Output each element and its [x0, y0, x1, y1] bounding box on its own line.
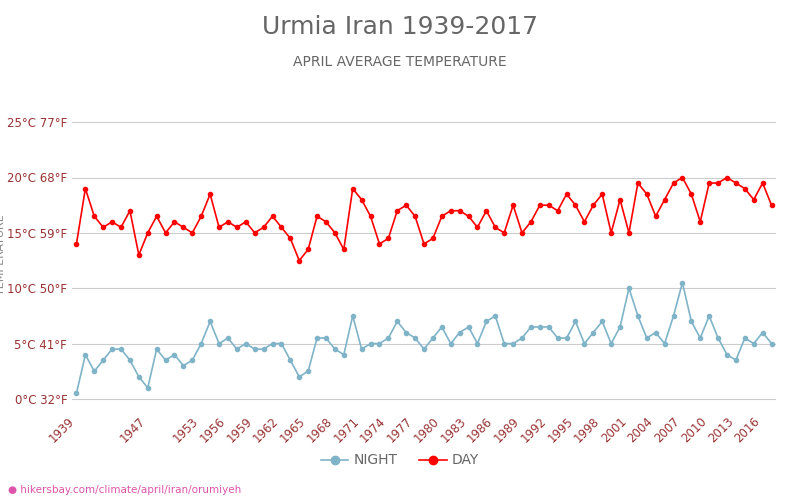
Legend: NIGHT, DAY: NIGHT, DAY [315, 448, 485, 473]
Y-axis label: TEMPERATURE: TEMPERATURE [0, 214, 6, 296]
Text: APRIL AVERAGE TEMPERATURE: APRIL AVERAGE TEMPERATURE [293, 55, 507, 69]
Text: ● hikersbay.com/climate/april/iran/orumiyeh: ● hikersbay.com/climate/april/iran/orumi… [8, 485, 242, 495]
Text: Urmia Iran 1939-2017: Urmia Iran 1939-2017 [262, 15, 538, 39]
